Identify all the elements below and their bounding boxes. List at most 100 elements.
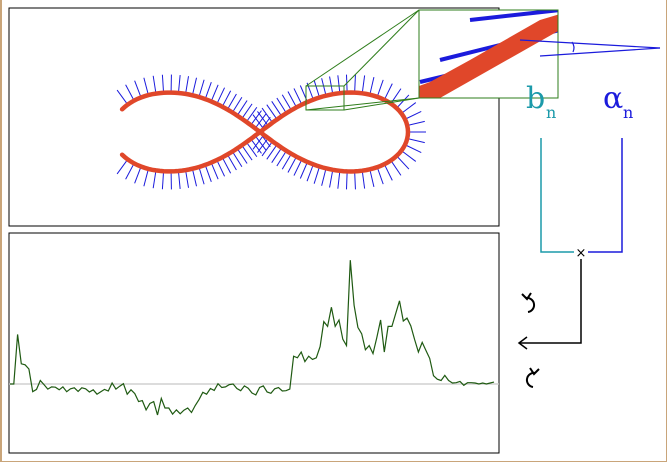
normal-vector (210, 84, 219, 102)
normal-vector (369, 169, 375, 187)
normal-vector (216, 87, 226, 105)
alpha-n-label: α (603, 81, 623, 116)
normal-vector (321, 78, 327, 96)
multiply-connector (517, 138, 623, 350)
normal-vector (198, 79, 205, 98)
normal-vector (361, 75, 366, 94)
normal-vector (390, 160, 402, 176)
normal-vector (241, 103, 253, 119)
normal-vector (313, 80, 321, 98)
normal-vectors (116, 74, 426, 190)
normal-vector (231, 96, 243, 113)
normal-vector (354, 74, 356, 93)
normal-vector (345, 171, 348, 190)
normal-vector (383, 83, 393, 101)
normal-vector (250, 138, 262, 154)
normal-vector (299, 161, 308, 179)
normal-vector (266, 104, 278, 120)
zoom-inset (418, 9, 559, 99)
normal-vector (383, 163, 393, 181)
normal-vector (313, 166, 321, 184)
normal-vector (376, 166, 384, 185)
normal-vector (252, 134, 265, 150)
normal-vector (125, 163, 135, 180)
normal-vector (293, 159, 303, 176)
normal-vector (227, 154, 237, 171)
zoom-source-box (305, 85, 345, 111)
normal-vector (337, 75, 341, 94)
normal-vector (152, 75, 157, 94)
normal-vector (293, 88, 303, 105)
normal-vector (287, 156, 297, 173)
normal-vector (257, 111, 269, 127)
normal-vector (261, 141, 273, 157)
normal-vector (241, 145, 253, 161)
multiply-symbol: × (576, 246, 587, 261)
normal-vector (204, 164, 212, 182)
normal-vector (191, 77, 198, 96)
normal-vector (245, 106, 258, 123)
normal-vector (125, 84, 135, 101)
normal-vector (404, 144, 422, 154)
normal-vector (143, 168, 149, 187)
normal-vector (245, 141, 258, 158)
normal-vector (236, 100, 248, 116)
redo-arrow-icon[interactable] (525, 367, 540, 388)
normal-vector (281, 153, 292, 170)
normal-vector (337, 170, 341, 189)
signal-panel[interactable] (8, 232, 500, 454)
normal-vector (396, 155, 410, 170)
normal-vector (250, 110, 262, 126)
normal-vector (354, 171, 356, 190)
normal-vector (191, 168, 198, 187)
normal-vector (185, 170, 190, 188)
normal-vector (401, 102, 417, 114)
normal-vector (254, 113, 267, 129)
normal-vector (271, 101, 283, 117)
normal-vector (401, 150, 417, 162)
normal-vector (216, 159, 226, 177)
normal-vector (210, 162, 219, 180)
b-n-subscript: n (546, 103, 556, 122)
normal-vector (134, 166, 142, 184)
normal-vector (152, 170, 157, 189)
normal-vector (396, 94, 410, 109)
normal-vector (185, 76, 190, 94)
angle-indicator (519, 39, 661, 57)
normal-vector (198, 166, 205, 185)
normal-vector (236, 148, 248, 164)
normal-vector (261, 107, 273, 123)
normal-vector (376, 79, 384, 98)
normal-vector (407, 120, 425, 127)
zoom-inset-frame (418, 9, 559, 99)
normal-vector (306, 164, 314, 182)
alpha-n-subscript: n (623, 103, 633, 122)
normal-vector (271, 147, 283, 163)
normal-vector (204, 82, 212, 100)
normal-vector (134, 80, 142, 98)
normal-vector (407, 137, 425, 144)
normal-vector (321, 168, 327, 186)
normal-vector (329, 76, 334, 95)
normal-vector (143, 77, 149, 96)
normal-vector (116, 89, 129, 105)
b-n-label: b (526, 81, 545, 116)
normal-vector (329, 169, 334, 188)
signal-series-line (10, 260, 495, 416)
normal-vector (227, 93, 237, 110)
undo-arrow-icon[interactable] (521, 292, 536, 313)
normal-vector (116, 159, 129, 175)
normal-vector (231, 151, 243, 168)
normal-vector (404, 110, 422, 120)
normal-vector (276, 150, 287, 167)
normal-vector (252, 114, 265, 130)
normal-vector (177, 170, 181, 189)
normal-vector (281, 94, 292, 111)
normal-vector (221, 90, 232, 107)
curve-panel[interactable] (8, 7, 500, 227)
normal-vector (161, 74, 165, 93)
normal-vector (177, 75, 181, 94)
normal-vector (287, 91, 297, 108)
normal-vector (221, 157, 232, 174)
